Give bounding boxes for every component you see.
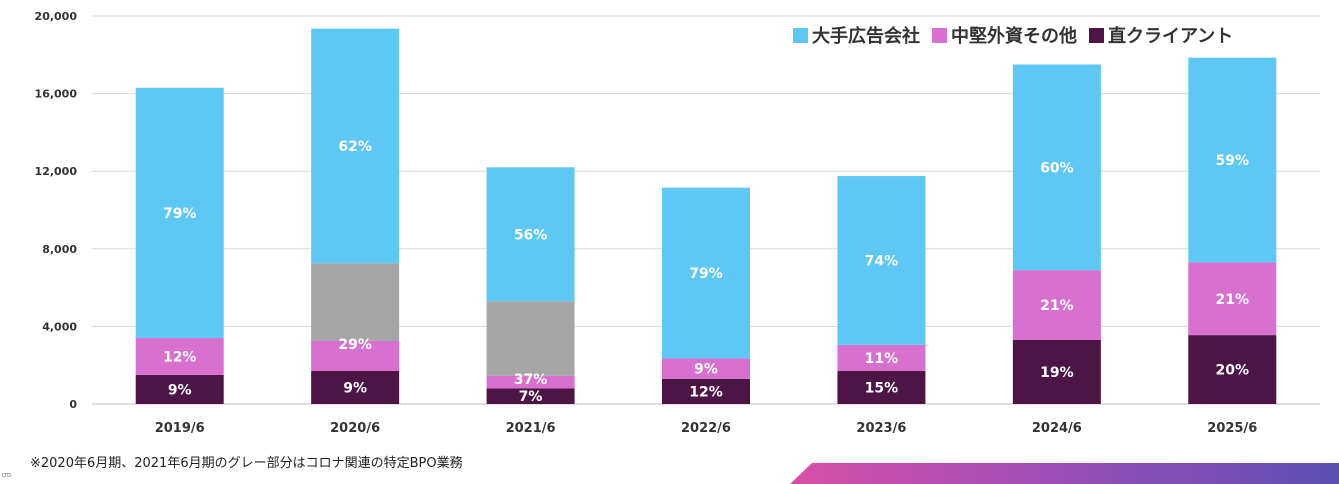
bar-segment (135, 87, 224, 339)
axes: 0 4,000 8,000 12,000 16,000 20,000 2019/6 2020/… (35, 10, 1258, 436)
bar-segment (662, 378, 750, 404)
legend-item-direct-clients: 直クライアント (1089, 22, 1233, 48)
y-tick-label: 4,000 (42, 320, 77, 333)
data-label: 9% (168, 382, 192, 398)
bar-segment (135, 338, 224, 375)
data-label: 60% (1040, 160, 1074, 176)
data-label: 15% (865, 381, 899, 397)
data-label: 74% (865, 253, 899, 269)
legend-swatch-mid-foreign-other (932, 27, 947, 43)
x-tick-label: 2024/6 (1032, 421, 1082, 436)
y-tick-label: 16,000 (35, 88, 78, 101)
bar-segment (135, 374, 224, 404)
data-label: 79% (689, 266, 723, 282)
data-label: 79% (163, 206, 197, 222)
data-label: 37% (514, 372, 548, 388)
bar-segment (662, 358, 750, 379)
data-label: 12% (689, 384, 723, 400)
data-label: 56% (514, 227, 548, 243)
bars (135, 28, 1277, 404)
data-labels: 9% 12% 79% 9% 29% 62% 7%37% 56% 12% 9% 79% 15% 11% 74… (163, 139, 1249, 405)
bar-segment (1012, 339, 1101, 404)
data-label: 62% (338, 139, 372, 155)
data-label: 7% (519, 389, 543, 405)
x-tick-label: 2025/6 (1207, 421, 1257, 436)
legend-label-major-agencies: 大手広告会社 (812, 26, 920, 47)
bar-segment (1188, 335, 1277, 404)
bar-segment (1188, 262, 1277, 336)
data-label: 9% (694, 362, 718, 378)
legend-label-mid-foreign-other: 中堅外資その他 (951, 26, 1077, 47)
bar-segment (311, 371, 400, 404)
corner-text: LTD. (2, 473, 13, 479)
y-tick-label: 12,000 (35, 165, 78, 178)
data-label: 9% (343, 381, 367, 397)
data-label: 29% (338, 337, 372, 353)
data-label: 59% (1216, 153, 1250, 169)
data-label: 20% (1216, 363, 1250, 379)
footnote: ※2020年6月期、2021年6月期のグレー部分はコロナ関連の特定BPO業務 (30, 456, 463, 471)
data-label: 21% (1216, 292, 1250, 308)
bar-segment (662, 187, 750, 359)
bar-segment (311, 340, 400, 372)
y-tick-label: 20,000 (35, 10, 78, 23)
x-tick-label: 2021/6 (506, 421, 556, 436)
y-tick-label: 0 (69, 398, 77, 411)
legend-label-direct-clients: 直クライアント (1108, 26, 1234, 47)
y-tick-label: 8,000 (42, 243, 77, 256)
bar-segment (486, 167, 575, 302)
data-label: 21% (1040, 298, 1074, 314)
legend-swatch-direct-clients (1089, 27, 1104, 43)
bar-segment (1188, 57, 1277, 263)
bar-segment (1012, 270, 1101, 340)
bar-segment (837, 371, 926, 404)
bar-segment (486, 388, 575, 404)
data-label: 19% (1040, 365, 1074, 381)
legend: 大手広告会社 中堅外資その他 直クライアント (793, 22, 1245, 48)
bar-segment (837, 344, 926, 372)
bar-segment (837, 176, 926, 345)
legend-swatch-major-agencies (793, 27, 808, 43)
data-label: 12% (163, 349, 197, 365)
bar-segment (1012, 64, 1101, 271)
decorative-gradient-band (790, 463, 1339, 484)
legend-item-major-agencies: 大手広告会社 (793, 22, 920, 48)
x-tick-label: 2023/6 (856, 421, 906, 436)
legend-item-mid-foreign-other: 中堅外資その他 (932, 22, 1077, 48)
bar-segment (486, 301, 575, 376)
bar-segment (486, 375, 575, 389)
data-label: 11% (865, 351, 899, 367)
x-tick-label: 2019/6 (155, 421, 205, 436)
bar-segment (311, 263, 400, 341)
bar-segment (311, 28, 400, 264)
x-tick-label: 2022/6 (681, 421, 731, 436)
x-tick-label: 2020/6 (330, 421, 380, 436)
